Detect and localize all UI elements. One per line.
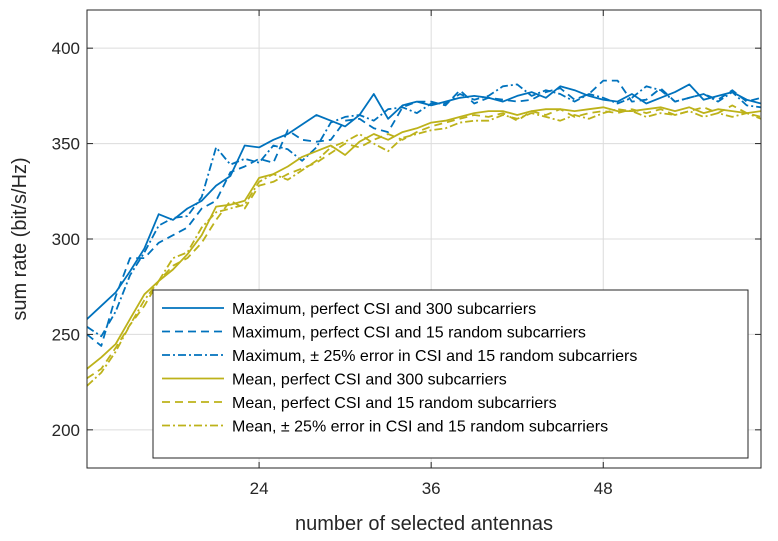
series-line-1 xyxy=(87,83,761,320)
series-line-2 xyxy=(87,79,761,347)
legend-label-6: Mean, ± 25% error in CSI and 15 random s… xyxy=(232,419,608,436)
x-tick-label: 48 xyxy=(594,479,613,498)
legend-label-2: Maximum, perfect CSI and 15 random subca… xyxy=(232,325,586,342)
x-tick-label: 36 xyxy=(422,479,441,498)
x-axis-title: number of selected antennas xyxy=(295,513,553,535)
y-axis-title: sum rate (bit/s/Hz) xyxy=(9,157,31,320)
legend: Maximum, perfect CSI and 300 subcarriers… xyxy=(152,289,749,459)
series-line-6 xyxy=(87,108,761,387)
series-layer xyxy=(87,79,761,387)
legend-label-4: Mean, perfect CSI and 300 subcarriers xyxy=(232,372,507,389)
ticks: 24 36 48 200 250 300 350 400 xyxy=(52,10,761,498)
legend-label-5: Mean, perfect CSI and 15 random subcarri… xyxy=(232,395,557,412)
series-line-4 xyxy=(87,106,761,370)
series-line-5 xyxy=(87,104,761,380)
legend-label-3: Maximum, ± 25% error in CSI and 15 rando… xyxy=(232,348,637,365)
y-tick-label: 400 xyxy=(52,39,80,58)
y-tick-label: 350 xyxy=(52,135,80,154)
series-line-3 xyxy=(87,83,761,338)
y-tick-label: 300 xyxy=(52,230,80,249)
y-tick-label: 250 xyxy=(52,325,80,344)
x-tick-label: 24 xyxy=(250,479,269,498)
y-tick-label: 200 xyxy=(52,421,80,440)
legend-label-1: Maximum, perfect CSI and 300 subcarriers xyxy=(232,301,536,318)
legend-box xyxy=(152,289,749,459)
